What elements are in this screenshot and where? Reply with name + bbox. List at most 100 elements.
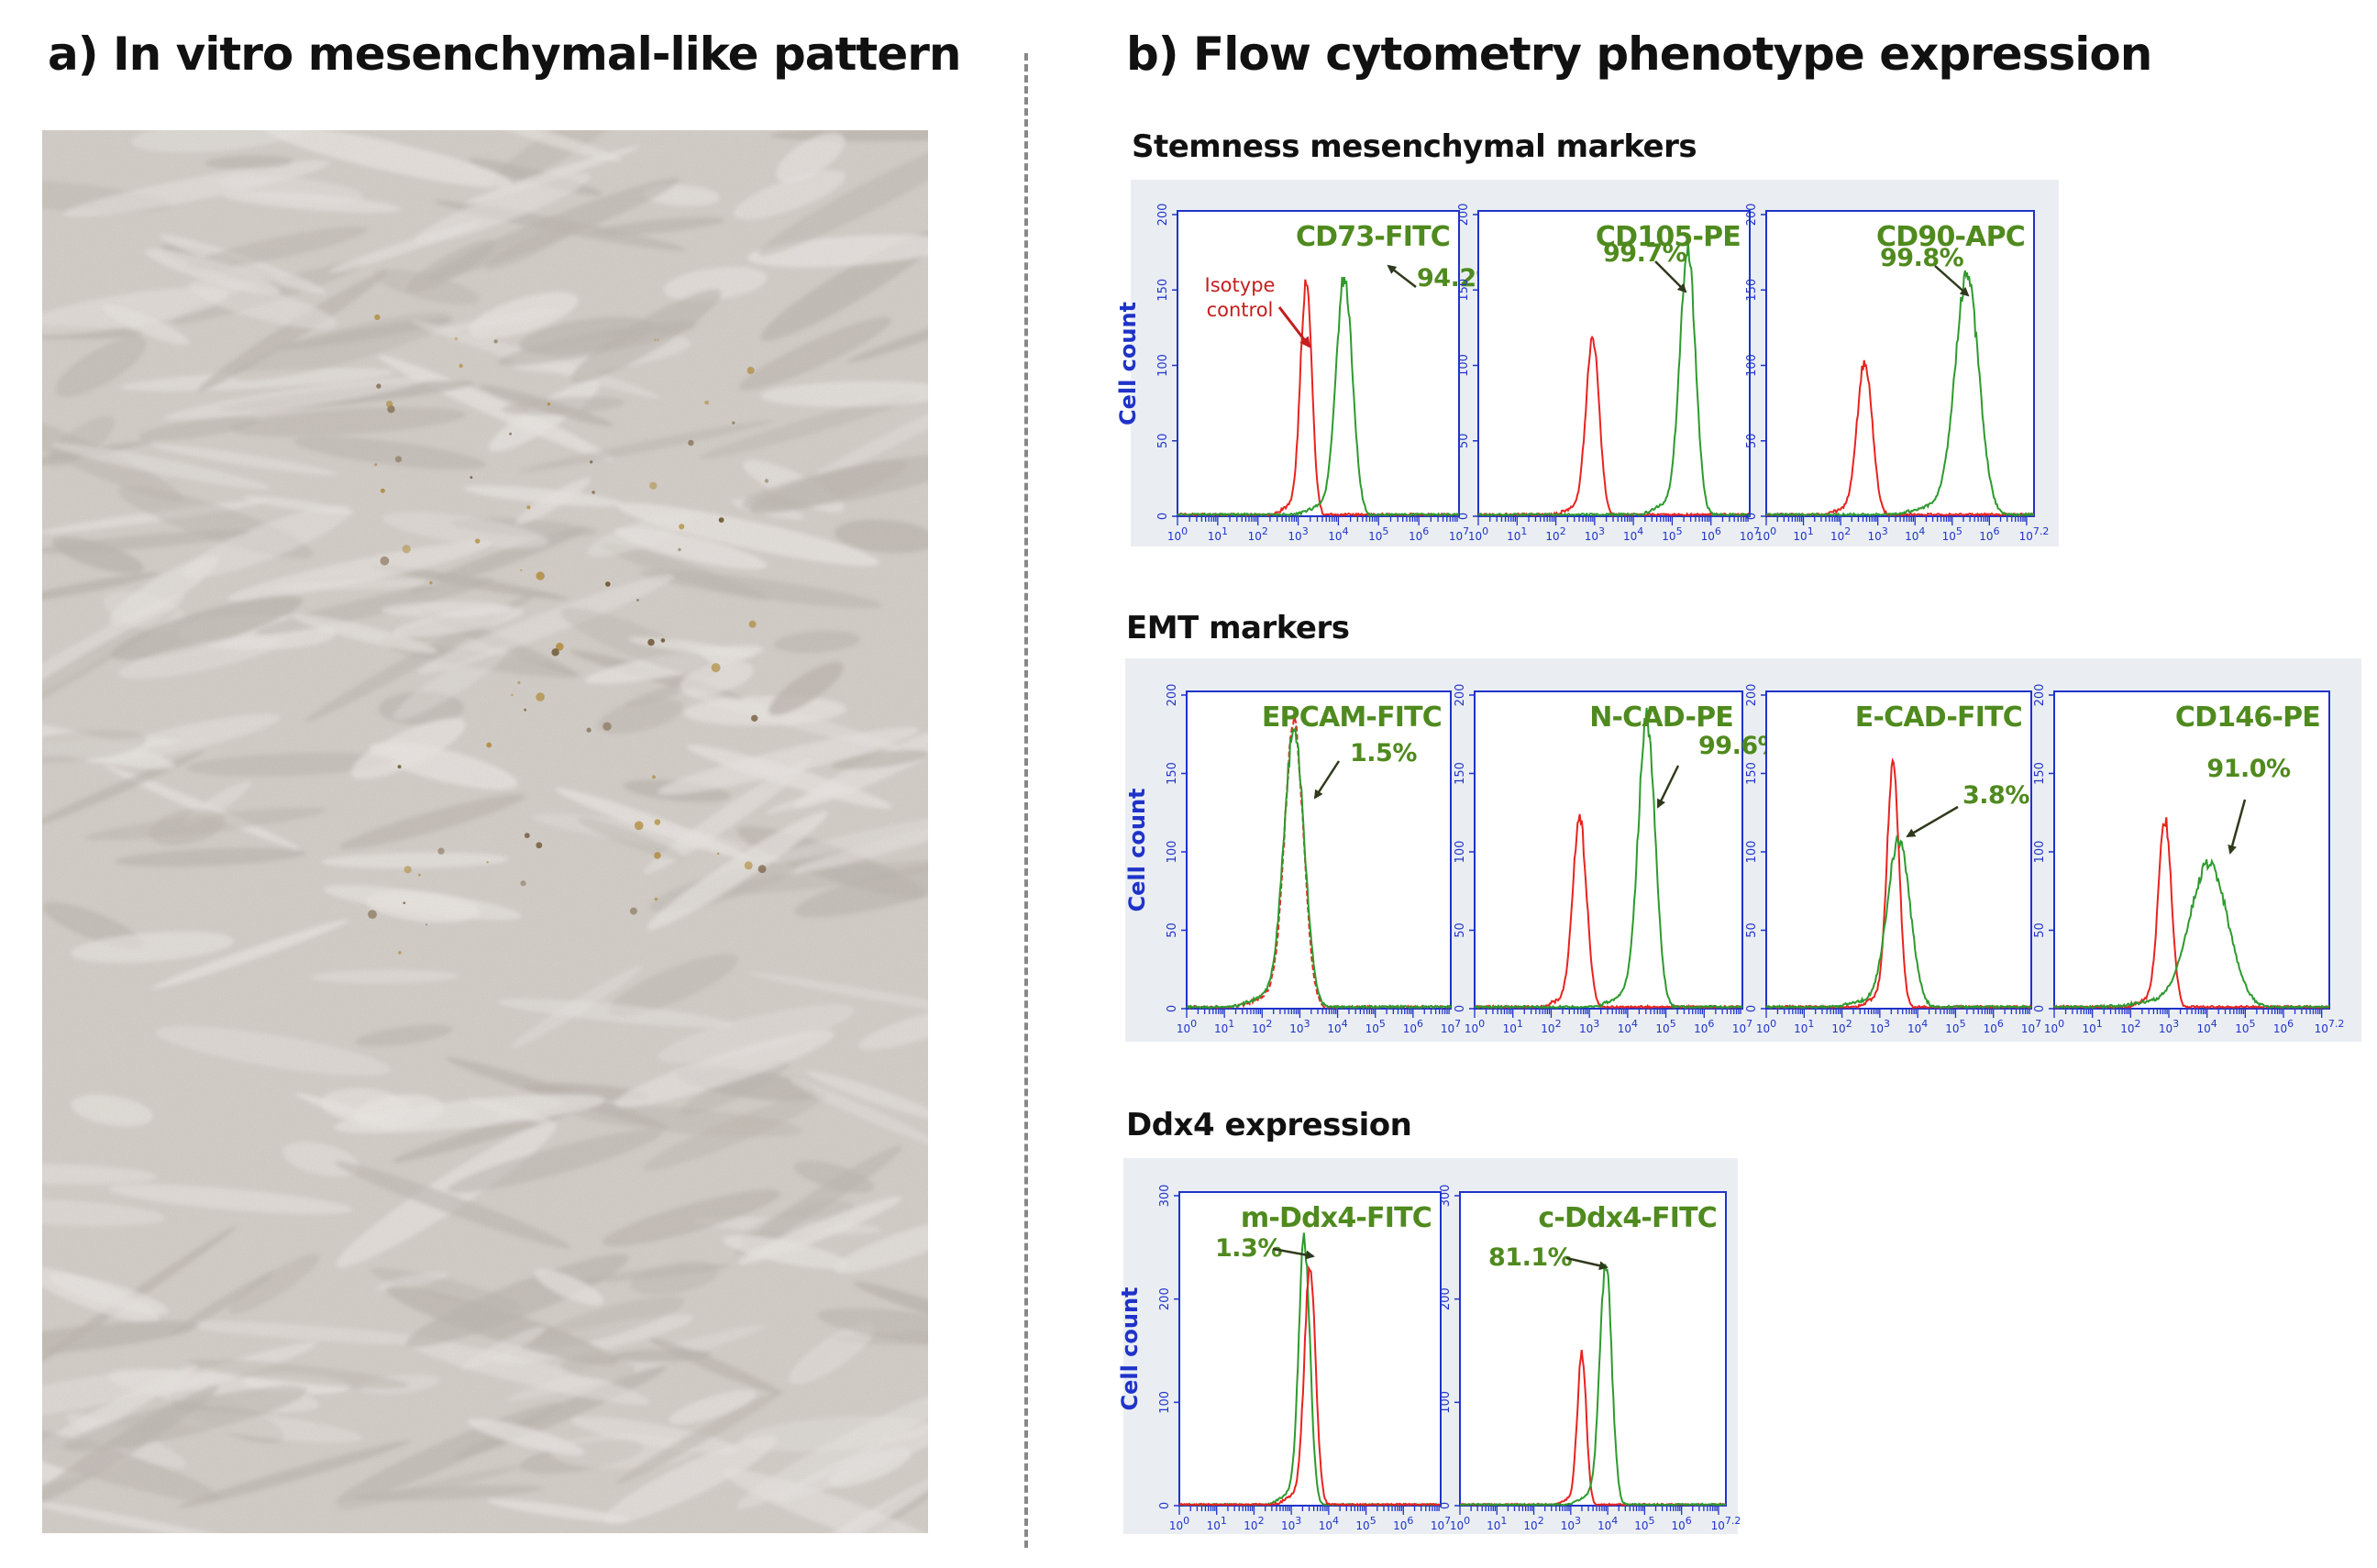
annotation-arrow bbox=[1387, 264, 1417, 288]
x-tick-label: 107.2 bbox=[2315, 1018, 2345, 1035]
y-tick-label: 300 bbox=[1158, 1185, 1172, 1208]
x-tick-label: 104 bbox=[1905, 525, 1925, 543]
x-tick-label: 103 bbox=[1585, 525, 1605, 543]
x-tick-label: 105 bbox=[1942, 525, 1962, 543]
section-title-emt: EMT markers bbox=[1126, 610, 1350, 646]
y-tick-label: 200 bbox=[1745, 684, 1759, 707]
x-tick-label: 106 bbox=[1701, 525, 1721, 543]
x-tick-label: 105 bbox=[2235, 1018, 2255, 1035]
marker-curve bbox=[2053, 857, 2330, 1010]
x-tick-label: 105 bbox=[1655, 1018, 1675, 1035]
histogram-cd90-apc: 0 50 100 150 200 100 101 102 103 104 105 106 107.2 CD… bbox=[1745, 204, 2049, 543]
y-tick-label: 200 bbox=[1158, 1287, 1172, 1310]
histogram-m-ddx4-fitc: 0 100 200 300 100 101 102 103 104 105 106 107 Cell c… bbox=[1117, 1185, 1451, 1532]
y-tick-label: 150 bbox=[1454, 762, 1467, 785]
y-tick-label: 200 bbox=[1457, 204, 1471, 226]
x-tick-label: 106 bbox=[1672, 1515, 1692, 1532]
x-tick-label: 101 bbox=[1503, 1018, 1523, 1035]
y-tick-label: 100 bbox=[1166, 841, 1179, 864]
percent-annotation: 81.1% bbox=[1488, 1243, 1573, 1272]
x-tick-label: 103 bbox=[1281, 1515, 1301, 1532]
y-tick-label: 0 bbox=[1158, 1502, 1172, 1509]
x-tick-label: 100 bbox=[1756, 1018, 1776, 1035]
microscopy-image bbox=[42, 130, 928, 1533]
marker-title: CD105-PE bbox=[1596, 221, 1741, 253]
x-tick-label: 100 bbox=[1177, 1018, 1197, 1035]
y-tick-label: 200 bbox=[1439, 1287, 1453, 1310]
y-tick-label: 0 bbox=[1457, 513, 1471, 520]
y-tick-label: 50 bbox=[1156, 433, 1170, 448]
marker-title: E-CAD-FITC bbox=[1855, 701, 2022, 734]
y-axis-label: Cell count bbox=[1115, 302, 1141, 425]
x-tick-label: 105 bbox=[1368, 525, 1388, 543]
marker-title: c-Ddx4-FITC bbox=[1538, 1202, 1717, 1234]
y-tick-label: 150 bbox=[2033, 762, 2047, 785]
x-tick-label: 101 bbox=[1208, 525, 1228, 543]
y-tick-label: 100 bbox=[1156, 354, 1170, 377]
x-tick-label: 105 bbox=[1355, 1515, 1376, 1532]
annotation-arrow bbox=[1934, 265, 1970, 297]
y-axis-label: Cell count bbox=[1117, 1286, 1143, 1410]
x-tick-label: 102 bbox=[1523, 1515, 1543, 1532]
histogram-n-cad-pe: 0 50 100 150 200 100 101 102 103 104 105 106 107 N-CA… bbox=[1454, 684, 1783, 1035]
y-tick-label: 0 bbox=[1745, 1005, 1759, 1012]
percent-annotation: 1.3% bbox=[1215, 1234, 1282, 1263]
y-tick-label: 300 bbox=[1439, 1185, 1453, 1208]
annotation-arrow bbox=[1906, 805, 1959, 838]
histogram-cd73-fitc: 0 50 100 150 200 100 101 102 103 104 105 106 107 Cell… bbox=[1115, 204, 1501, 543]
y-tick-label: 150 bbox=[1745, 762, 1759, 785]
x-tick-label: 104 bbox=[1319, 1515, 1339, 1532]
y-tick-label: 100 bbox=[1745, 354, 1759, 377]
percent-annotation: 99.8% bbox=[1880, 244, 1964, 272]
x-tick-label: 106 bbox=[1979, 525, 1999, 543]
x-tick-label: 106 bbox=[1403, 1018, 1423, 1035]
x-tick-label: 103 bbox=[1868, 525, 1888, 543]
marker-curve bbox=[1474, 707, 1743, 1010]
x-tick-label: 101 bbox=[1207, 1515, 1227, 1532]
x-tick-label: 102 bbox=[1248, 525, 1268, 543]
y-tick-label: 100 bbox=[1745, 841, 1759, 864]
annotation-arrow bbox=[1313, 760, 1341, 800]
x-tick-label: 106 bbox=[1393, 1515, 1413, 1532]
y-tick-label: 200 bbox=[1745, 204, 1759, 226]
y-tick-label: 150 bbox=[1745, 279, 1759, 302]
x-tick-label: 103 bbox=[1288, 525, 1308, 543]
plot-frame bbox=[1477, 210, 1751, 517]
y-tick-label: 50 bbox=[1166, 922, 1179, 938]
x-tick-label: 102 bbox=[1545, 525, 1565, 543]
y-tick-label: 200 bbox=[1156, 204, 1170, 226]
x-tick-label: 100 bbox=[1468, 525, 1488, 543]
annotation-arrow bbox=[2228, 799, 2247, 855]
y-tick-label: 0 bbox=[1156, 513, 1170, 520]
y-tick-label: 50 bbox=[1745, 433, 1759, 448]
x-tick-label: 104 bbox=[1328, 525, 1348, 543]
y-tick-label: 50 bbox=[2033, 922, 2047, 938]
annotation-arrow bbox=[1654, 260, 1687, 293]
marker-title: CD73-FITC bbox=[1296, 221, 1450, 253]
x-tick-label: 104 bbox=[1907, 1018, 1928, 1035]
x-tick-label: 107 bbox=[1431, 1515, 1451, 1532]
panel-divider bbox=[1024, 53, 1028, 1548]
percent-annotation: 3.8% bbox=[1962, 781, 2029, 810]
x-tick-label: 101 bbox=[1794, 1018, 1814, 1035]
x-tick-label: 105 bbox=[1945, 1018, 1965, 1035]
annotation-arrow bbox=[1272, 1247, 1315, 1260]
plot-frame bbox=[1474, 690, 1743, 1010]
marker-title: CD90-APC bbox=[1876, 221, 2025, 253]
y-tick-label: 0 bbox=[1439, 1502, 1453, 1509]
x-tick-label: 107 bbox=[1449, 525, 1469, 543]
y-tick-label: 200 bbox=[1454, 684, 1467, 707]
plot-frame bbox=[1459, 1191, 1727, 1507]
x-tick-label: 101 bbox=[1793, 525, 1813, 543]
x-tick-label: 107 bbox=[1732, 1018, 1752, 1035]
x-tick-label: 107.2 bbox=[2019, 525, 2050, 543]
x-tick-label: 102 bbox=[1244, 1515, 1264, 1532]
x-tick-label: 107 bbox=[1441, 1018, 1461, 1035]
x-tick-label: 102 bbox=[1252, 1018, 1272, 1035]
isotype-arrow bbox=[1277, 306, 1311, 348]
x-tick-label: 103 bbox=[1579, 1018, 1599, 1035]
histogram-cd105-pe: 0 50 100 150 200 100 101 102 103 104 105 106 107 CD10… bbox=[1457, 204, 1760, 543]
x-tick-label: 102 bbox=[1831, 1018, 1852, 1035]
percent-annotation: 91.0% bbox=[2206, 755, 2291, 783]
